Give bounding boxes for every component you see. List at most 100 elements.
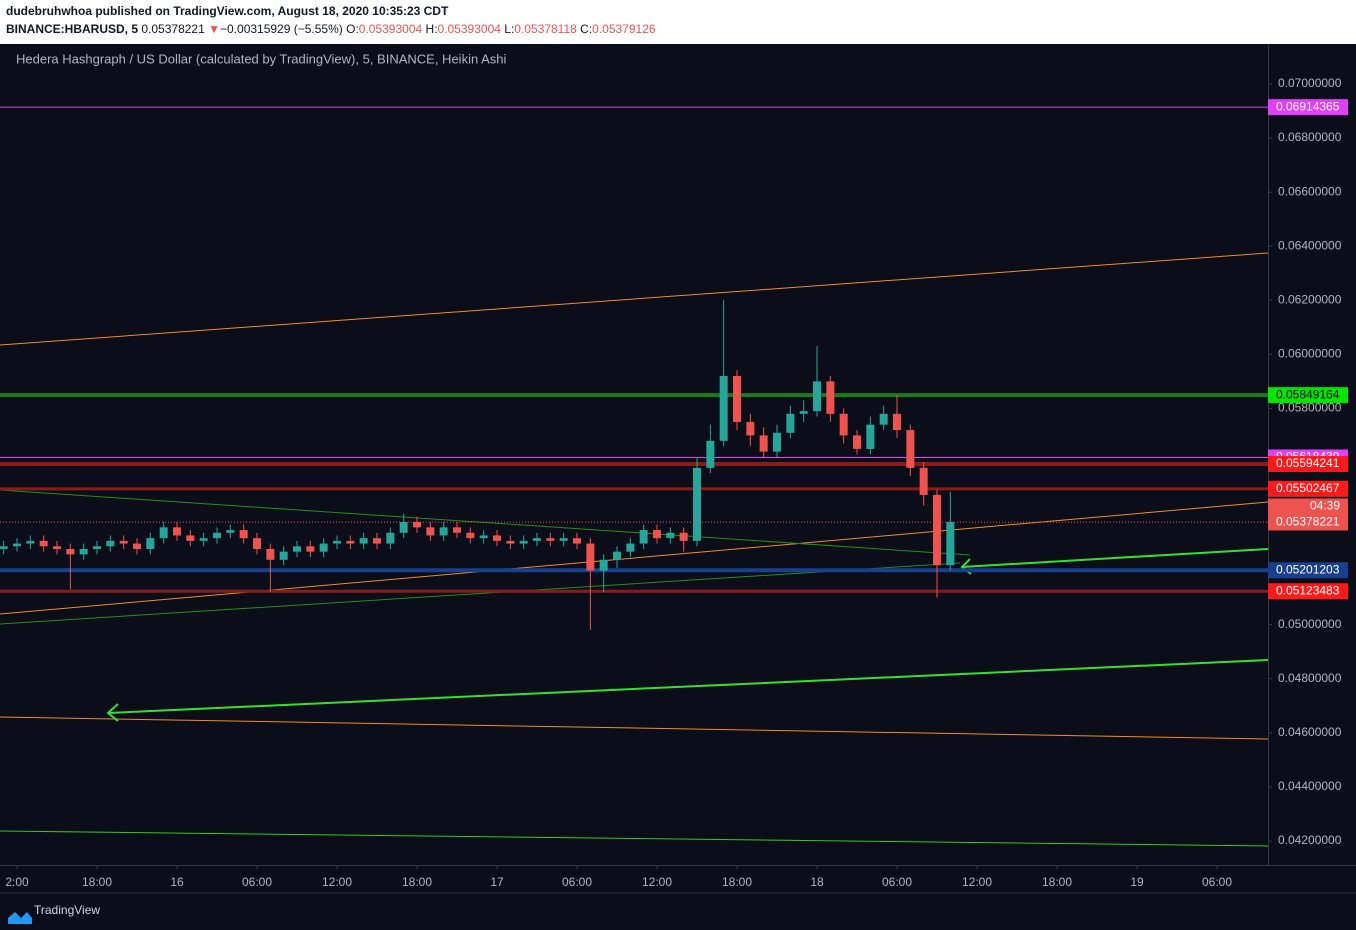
x-tick-label: 06:00 [882,875,912,889]
candle-body [893,413,901,431]
candle-body [839,413,848,436]
price-label-box [1268,583,1348,600]
ohlc-label: H: [425,22,438,36]
candle-body [866,424,875,449]
candle-body [853,435,861,449]
trend-line [0,501,1269,615]
candle-body [133,543,141,549]
candle-body [546,538,555,541]
y-tick-label: 0.04200000 [1278,833,1342,847]
candle-body [573,538,581,544]
candle-body [146,538,155,549]
price-label: 0.05849164 [1276,387,1340,401]
background [0,44,1356,930]
price-label-box [1268,480,1348,497]
candle-body [933,494,941,566]
symbol: BINANCE:HBARUSD, 5 [6,22,139,36]
candle-body [879,413,888,425]
y-tick-label: 0.04800000 [1278,671,1342,685]
price-label: 0.05594241 [1276,456,1340,470]
candle-body [0,546,8,549]
candle-body [346,540,355,544]
x-tick-label: 19 [1130,875,1144,889]
arrow-head [106,703,119,722]
price-label-box [1268,387,1348,404]
y-tick-label: 0.04400000 [1278,779,1342,793]
ohlc-label: O: [346,22,359,36]
candle-body [119,540,128,544]
change: −0.00315929 (−5.55%) [220,22,343,36]
candle-body [826,381,835,414]
x-tick-label: 06:00 [242,875,272,889]
candle-body [333,540,341,544]
byline: dudebruhwhoa published on TradingView.co… [6,4,449,18]
header: dudebruhwhoa published on TradingView.co… [0,0,1356,44]
candle-body [106,540,115,547]
candle-body [906,430,915,468]
candle-body [39,540,48,547]
price-label-box [1268,99,1348,116]
candle-body [93,546,101,549]
candle-body [279,551,288,560]
y-tick-label: 0.07000000 [1278,76,1342,90]
candle-body [639,530,648,544]
ohlc-label: C: [580,22,593,36]
candle-body [506,540,515,544]
trend-line [0,716,1269,740]
candle-body [746,421,755,436]
candle-body [373,538,381,544]
candle-body [479,535,488,539]
trend-line [0,252,1269,346]
candle-body [466,532,475,539]
candle-body [253,538,261,549]
candle-body [759,435,768,452]
arrow: ▼ [208,22,220,36]
y-tick-label: 0.05000000 [1278,617,1342,631]
candle-body [413,521,421,528]
x-tick-label: 18:00 [1042,875,1072,889]
candle-body [719,375,728,441]
candle-body [733,375,741,422]
price-label: 0.05502467 [1276,481,1340,495]
ohlc-value: 0.05393004 [358,22,423,36]
x-tick-label: 06:00 [1202,875,1232,889]
logo-icon [8,912,32,924]
price-label-box [1268,456,1348,473]
last: 0.05378221 [141,22,205,36]
y-tick-label: 0.04600000 [1278,725,1342,739]
ohlc-value: 0.05378118 [514,22,577,36]
candle-body [653,530,661,539]
candle-body [453,527,461,533]
chart: Hedera Hashgraph / US Dollar (calculated… [0,44,1356,930]
trend-line [0,830,1269,847]
candle-body [213,532,221,539]
drawings [0,252,1269,847]
x-tick-label: 18:00 [402,875,432,889]
trend-line [0,562,961,625]
candle-body [493,535,501,541]
candle-body [266,548,275,560]
price-label-box [1268,498,1348,531]
candle-body [359,538,368,544]
price-label: 0.06914365 [1276,99,1340,113]
ohlc-value: 0.05393004 [437,22,501,36]
x-tick-label: 06:00 [562,875,592,889]
candle-body [239,530,248,539]
candle-body [679,532,688,541]
price-label-box [1268,562,1348,579]
candle-body [26,540,35,544]
price-label: 0.05123483 [1276,583,1340,597]
candle-body [186,535,195,541]
x-tick-label: 17 [490,875,504,889]
candle-body [66,548,75,555]
candle-body [293,546,301,552]
trend-line [0,489,971,556]
candle-body [919,467,928,495]
x-tick-label: 12:00 [322,875,352,889]
candle-body [53,546,61,549]
chart-title: Hedera Hashgraph / US Dollar (calculated… [16,51,506,66]
candle-body [173,527,181,536]
ohlc: O:0.05393004 H:0.05393004 L:0.05378118 C… [346,22,659,36]
x-tick-label: 18:00 [82,875,112,889]
